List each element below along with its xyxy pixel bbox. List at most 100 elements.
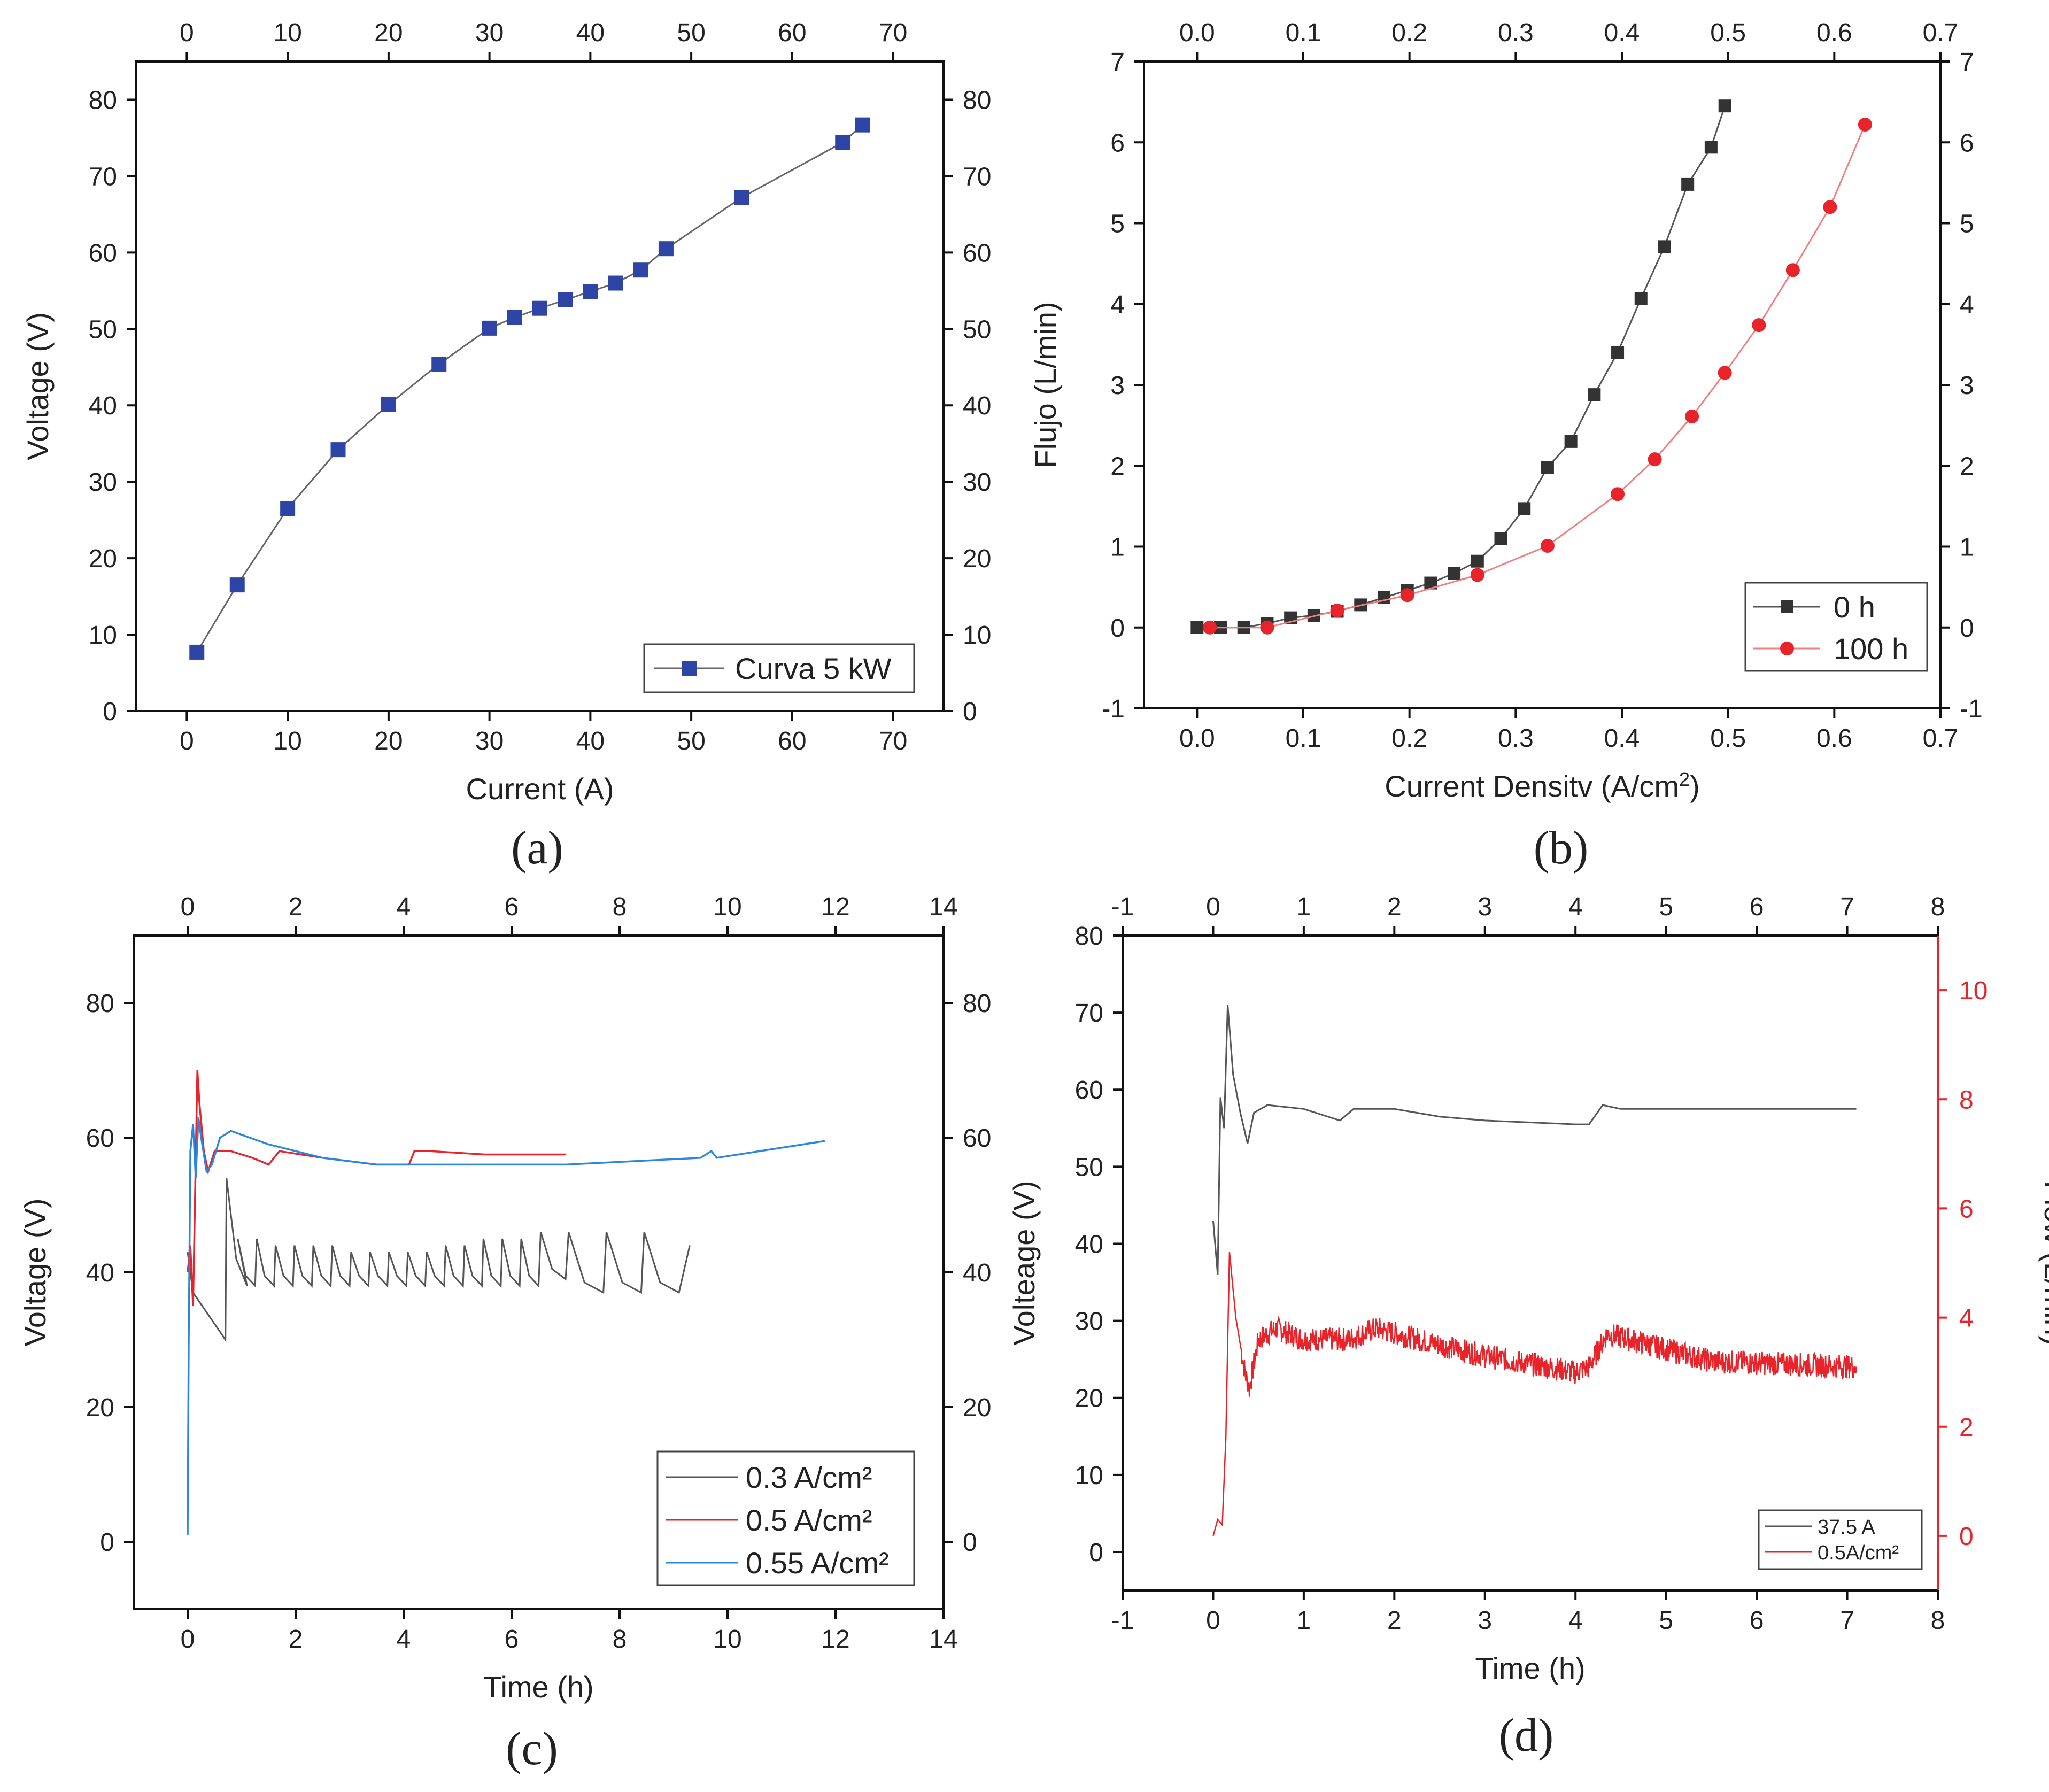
a-ytick-label-left: 70 [89,163,117,191]
b-ylabel: Flujo (L/min) [1029,302,1062,468]
d-xtick-label-top: 1 [1297,893,1311,921]
b-data-point [1823,200,1837,214]
b-ytick-label-right: 2 [1960,452,1974,481]
d-xtick-label-bottom: 8 [1931,1606,1945,1635]
caption-c: (c) [506,1723,558,1775]
c-ytick-label-left: 80 [86,990,114,1018]
c-xtick-label-bottom: 12 [821,1625,849,1654]
d-series-line-0 [1212,1005,1857,1275]
a-data-point [583,284,598,299]
a-data-point [330,442,346,458]
b-data-point [1518,502,1531,515]
a-xtick-label-bottom: 20 [374,727,403,755]
d-xtick-label-top: 4 [1568,893,1583,921]
c-legend-label: 0.3 A/cm² [746,1461,872,1494]
b-data-point [1685,409,1699,423]
b-ytick-label-right: 1 [1960,534,1974,562]
b-data-point [1704,141,1718,154]
d-ytick-label-right: 6 [1959,1195,1974,1223]
b-data-point [1541,461,1554,474]
d-xtick-label-bottom: 3 [1478,1606,1492,1635]
b-ytick-label-right: 4 [1960,291,1974,319]
b-xtick-label-top: 0.4 [1604,19,1640,47]
a-ytick-label-right: 50 [963,315,991,344]
b-ytick-label-right: 5 [1960,210,1974,238]
b-data-point [1588,388,1601,401]
b-ytick-label-right: 7 [1960,48,1974,76]
a-ytick-label-left: 20 [89,545,117,573]
a-ytick-label-right: 80 [963,86,991,114]
c-xtick-label-bottom: 2 [289,1625,303,1654]
panel-c: 0 0 2 2 4 4 6 6 8 8 10 10 12 12 14 14 0 0 20 20 40 40 60 60 80 80… [18,893,991,1704]
b-xtick-label-bottom: 0.6 [1816,724,1852,753]
c-xlabel: Time (h) [483,1670,593,1704]
b-legend-box [1744,582,1928,672]
d-plot-frame [1122,934,1939,1592]
caption-d: (d) [1499,1710,1554,1762]
c-xtick-label-top: 0 [181,893,195,921]
d-xtick-label-top: 6 [1750,893,1764,921]
a-ytick-label-left: 80 [89,86,117,114]
a-ytick-label-left: 30 [89,468,117,497]
a-data-point [532,300,547,316]
a-xtick-label-bottom: 0 [180,727,194,755]
a-xtick-label-bottom: 10 [273,727,301,755]
b-xtick-label-bottom: 0.3 [1498,724,1534,753]
a-ytick-label-left: 60 [89,239,117,267]
a-data-point [734,190,749,205]
b-data-point [1471,554,1484,568]
b-series-line-1 [1210,124,1866,629]
c-legend-label: 0.5 A/cm² [746,1503,872,1537]
b-xtick-label-bottom: 0.1 [1286,724,1321,753]
c-xtick-label-top: 14 [929,893,957,921]
d-ytick-label-right: 8 [1959,1086,1974,1114]
b-ytick-label-left: 3 [1110,372,1125,400]
a-ytick-label-right: 20 [963,545,991,573]
b-data-point [1658,240,1671,253]
d-xtick-label-bottom: 5 [1659,1606,1673,1635]
b-data-point [1752,318,1766,333]
a-data-point [855,117,870,133]
a-ylabel: Voltage (V) [21,312,55,460]
b-ytick-label-left: -1 [1102,695,1125,723]
a-legend-marker [682,661,697,676]
d-ytick-label-left: 60 [1075,1076,1103,1104]
c-series-line-1 [187,1070,566,1307]
a-ytick-label-right: 60 [963,239,991,267]
d-xlabel: Time (h) [1475,1651,1585,1685]
c-series-line-0 [187,1178,691,1342]
c-xtick-label-bottom: 4 [397,1625,411,1654]
b-xtick-label-top: 0.2 [1391,19,1427,47]
b-data-point [1470,568,1484,582]
b-legend-marker [1780,642,1794,655]
d-ytick-label-right: 4 [1959,1304,1974,1333]
b-ytick-label-right: 6 [1960,129,1974,157]
b-xtick-label-bottom: 0.5 [1710,724,1746,753]
b-ytick-label-left: 5 [1110,210,1125,238]
a-xtick-label-top: 20 [374,19,403,47]
a-data-point [608,275,623,291]
d-xtick-label-bottom: 2 [1387,1606,1402,1635]
a-data-point [229,577,245,593]
c-ytick-label-right: 20 [963,1394,991,1422]
d-xtick-label-top: 0 [1206,893,1220,921]
b-data-point [1611,487,1625,501]
c-ytick-label-right: 60 [963,1124,991,1153]
d-xtick-label-bottom: 7 [1840,1606,1854,1635]
a-data-point [558,292,573,307]
a-xtick-label-bottom: 50 [677,727,705,755]
a-xtick-label-top: 60 [778,19,806,47]
a-xlabel: Current (A) [466,772,614,806]
c-xtick-label-bottom: 6 [505,1625,519,1654]
a-ytick-label-right: 70 [963,163,991,191]
a-xtick-label-top: 40 [576,19,605,47]
d-xtick-label-bottom: 4 [1568,1606,1583,1635]
b-data-point [1648,452,1662,467]
b-ytick-label-left: 7 [1110,48,1125,76]
b-data-point [1858,117,1872,132]
b-data-point [1203,620,1217,635]
d-xtick-label-bottom: 6 [1750,1606,1764,1635]
a-ytick-label-right: 0 [963,698,977,726]
b-data-point [1681,177,1695,191]
